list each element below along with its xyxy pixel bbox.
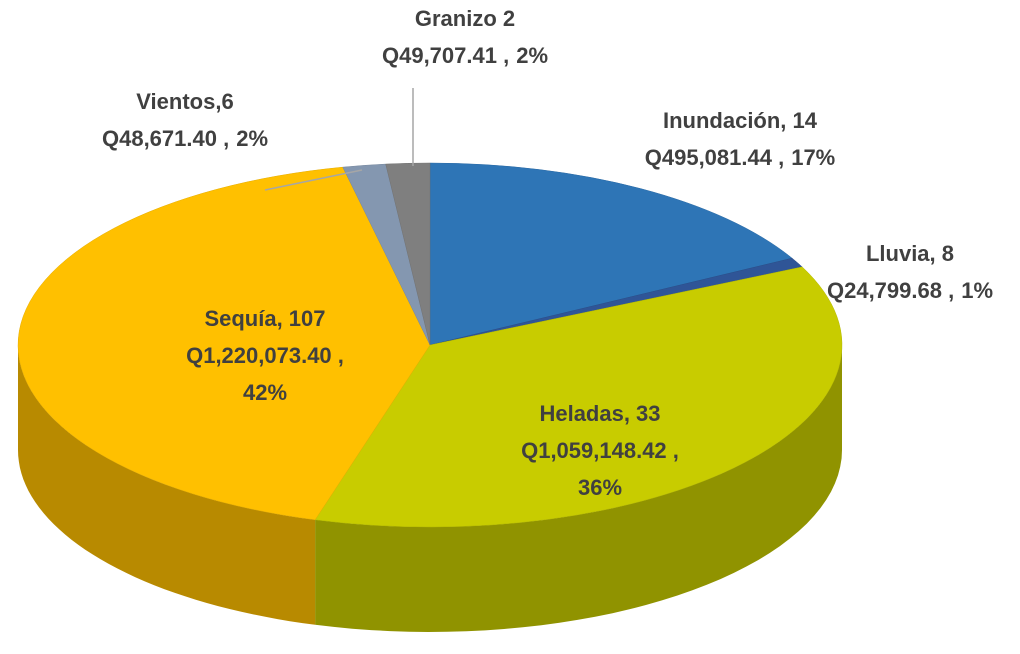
- leader-line: [264, 169, 363, 191]
- data-labels: Inundación, 14 Q495,081.44 , 17% Lluvia, 8 Q…: [102, 6, 993, 500]
- data-label-line: Q495,081.44 , 17%: [645, 145, 836, 170]
- data-label-percent: 2%: [516, 43, 548, 68]
- data-label-percent: 1%: [961, 278, 993, 303]
- data-label-value: Q1,059,148.42 ,: [521, 438, 679, 463]
- data-label-category: Inundación, 14: [663, 108, 818, 133]
- data-label-value: Q1,220,073.40 ,: [186, 343, 344, 368]
- data-label-line: Q48,671.40 , 2%: [102, 126, 268, 151]
- data-label-line: Q49,707.41 , 2%: [382, 43, 548, 68]
- pie-slice: [17, 166, 431, 521]
- data-label-percent: 42%: [243, 380, 287, 405]
- data-label-value: Q495,081.44 ,: [645, 145, 784, 170]
- data-label-category: Sequía, 107: [204, 306, 325, 331]
- data-label-value: Q49,707.41 ,: [382, 43, 509, 68]
- pie-walls: [18, 345, 843, 632]
- data-label-percent: 36%: [578, 475, 622, 500]
- data-label-percent: 2%: [236, 126, 268, 151]
- data-label-category: Granizo 2: [415, 6, 515, 31]
- data-label-value: Q48,671.40 ,: [102, 126, 229, 151]
- data-label-value: Q24,799.68 ,: [827, 278, 954, 303]
- pie-slice: [429, 162, 793, 346]
- pie-slice-side: [18, 345, 316, 625]
- data-label-percent: 17%: [791, 145, 835, 170]
- pie-slice-side: [315, 345, 843, 632]
- data-label-category: Vientos,6: [136, 89, 233, 114]
- pie-tops: [17, 162, 843, 528]
- pie-slice: [314, 266, 843, 528]
- pie-slice: [385, 162, 431, 346]
- data-label-category: Heladas, 33: [539, 401, 660, 426]
- data-label-category: Lluvia, 8: [866, 241, 954, 266]
- data-label-line: Q24,799.68 , 1%: [827, 278, 993, 303]
